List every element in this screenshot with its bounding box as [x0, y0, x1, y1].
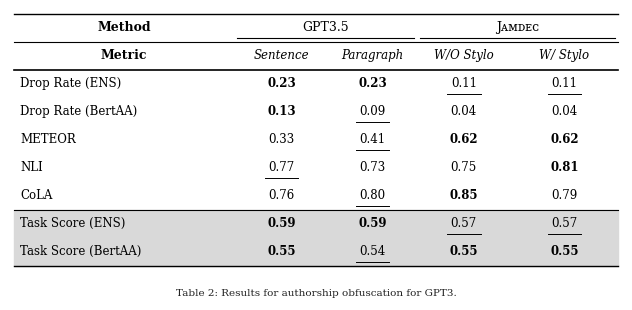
Text: Table 2: Results for authorship obfuscation for GPT3.: Table 2: Results for authorship obfuscat… [176, 289, 456, 298]
Text: 0.81: 0.81 [550, 161, 579, 174]
Text: 0.57: 0.57 [551, 217, 578, 230]
Text: 0.55: 0.55 [449, 245, 478, 258]
Text: 0.80: 0.80 [360, 189, 386, 202]
Text: 0.62: 0.62 [449, 133, 478, 146]
Text: 0.79: 0.79 [551, 189, 578, 202]
Text: 0.59: 0.59 [267, 217, 296, 230]
Text: 0.04: 0.04 [451, 105, 477, 118]
Text: 0.55: 0.55 [267, 245, 296, 258]
Text: 0.23: 0.23 [267, 77, 296, 90]
Text: Jᴀᴍᴅᴇᴄ: Jᴀᴍᴅᴇᴄ [495, 21, 539, 34]
Text: 0.73: 0.73 [360, 161, 386, 174]
Text: 0.41: 0.41 [360, 133, 386, 146]
Text: 0.11: 0.11 [451, 77, 477, 90]
Text: 0.54: 0.54 [360, 245, 386, 258]
Text: 0.77: 0.77 [268, 161, 295, 174]
Text: 0.57: 0.57 [451, 217, 477, 230]
Text: 0.62: 0.62 [550, 133, 579, 146]
Text: Task Score (BertAA): Task Score (BertAA) [20, 245, 142, 258]
Text: 0.59: 0.59 [358, 217, 387, 230]
Text: 0.09: 0.09 [360, 105, 386, 118]
Text: W/O Stylo: W/O Stylo [434, 49, 494, 62]
Text: CoLA: CoLA [20, 189, 52, 202]
Text: 0.11: 0.11 [552, 77, 578, 90]
Text: METEOR: METEOR [20, 133, 76, 146]
Bar [14, 237, 618, 266]
Text: 0.76: 0.76 [268, 189, 295, 202]
Text: 0.23: 0.23 [358, 77, 387, 90]
Text: Task Score (ENS): Task Score (ENS) [20, 217, 126, 230]
Text: 0.13: 0.13 [267, 105, 296, 118]
Text: NLI: NLI [20, 161, 43, 174]
Text: 0.85: 0.85 [449, 189, 478, 202]
Text: 0.04: 0.04 [551, 105, 578, 118]
Text: Drop Rate (BertAA): Drop Rate (BertAA) [20, 105, 138, 118]
Bar [14, 210, 618, 237]
Text: 0.33: 0.33 [268, 133, 295, 146]
Text: GPT3.5: GPT3.5 [302, 21, 349, 34]
Text: 0.55: 0.55 [550, 245, 579, 258]
Text: W/ Stylo: W/ Stylo [540, 49, 590, 62]
Text: Paragraph: Paragraph [341, 49, 404, 62]
Text: Metric: Metric [101, 49, 147, 62]
Text: Sentence: Sentence [253, 49, 309, 62]
Text: Drop Rate (ENS): Drop Rate (ENS) [20, 77, 121, 90]
Text: Method: Method [97, 21, 151, 34]
Text: 0.75: 0.75 [451, 161, 477, 174]
